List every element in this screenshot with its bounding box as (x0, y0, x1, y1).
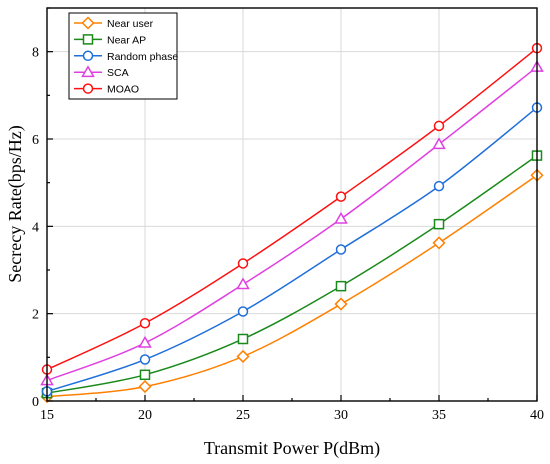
y-tick-label: 0 (32, 395, 39, 410)
y-tick-label: 6 (32, 133, 39, 148)
data-point-random-phase (237, 306, 249, 317)
data-point-near-user (334, 297, 348, 311)
data-point-random-phase (433, 180, 445, 192)
legend-label: SCA (107, 67, 129, 79)
series-line-near-ap (46, 154, 538, 394)
legend-marker-sca (81, 65, 95, 78)
legend: Near user Near AP Random phase SCA MOAO (68, 12, 178, 100)
x-tick-label: 40 (530, 408, 544, 423)
legend-marker-moao (82, 83, 94, 94)
y-tick-label: 4 (32, 220, 39, 235)
data-point-moao (139, 318, 151, 329)
data-point-sca (138, 335, 152, 348)
data-point-near-ap (237, 333, 249, 345)
legend-label: Near AP (107, 34, 146, 46)
legend-label: Near user (107, 18, 154, 30)
legend-label: Random phase (107, 51, 178, 63)
data-point-near-user (432, 236, 446, 250)
series-line-moao (46, 47, 538, 371)
series-near-ap (41, 150, 543, 399)
legend-marker-near-ap (82, 34, 94, 45)
legend-item-near-user: Near user (74, 16, 154, 30)
series-line-random-phase (46, 106, 538, 393)
data-point-sca (334, 211, 348, 224)
legend-item-random-phase: Random phase (74, 50, 178, 63)
x-tick-label: 35 (432, 408, 446, 423)
data-point-near-ap (335, 280, 347, 292)
x-tick-label: 25 (236, 408, 250, 423)
y-tick-label: 2 (32, 308, 39, 323)
series-line-near-user (46, 174, 538, 398)
data-point-random-phase (335, 244, 347, 255)
axis-ticks: 15 20 25 30 35 40 0 2 4 6 8 (32, 7, 544, 423)
legend-marker-random-phase (82, 50, 94, 62)
legend-item-moao: MOAO (74, 83, 139, 96)
data-point-near-user (236, 349, 250, 364)
legend-item-sca: SCA (74, 65, 129, 79)
x-tick-label: 20 (138, 408, 152, 423)
data-point-moao (237, 258, 249, 269)
x-tick-label: 15 (40, 408, 54, 423)
series-line-sca (46, 66, 538, 382)
x-axis-title: Transmit Power P(dBm) (204, 438, 380, 459)
data-point-sca (432, 137, 446, 150)
data-point-near-ap (433, 218, 445, 230)
series-sca (40, 59, 544, 386)
legend-marker-near-user (81, 16, 95, 30)
y-tick-label: 8 (32, 46, 39, 61)
data-point-sca (236, 277, 250, 290)
data-point-near-user (138, 380, 152, 394)
data-point-moao (433, 120, 445, 132)
legend-label: MOAO (107, 84, 139, 96)
y-axis-title: Secrecy Rate(bps/Hz) (5, 125, 26, 282)
x-tick-label: 30 (334, 408, 348, 423)
legend-item-near-ap: Near AP (74, 34, 146, 46)
data-point-moao (335, 191, 347, 202)
series-random-phase (41, 102, 543, 397)
data-point-near-ap (139, 369, 151, 381)
data-point-random-phase (139, 354, 151, 365)
